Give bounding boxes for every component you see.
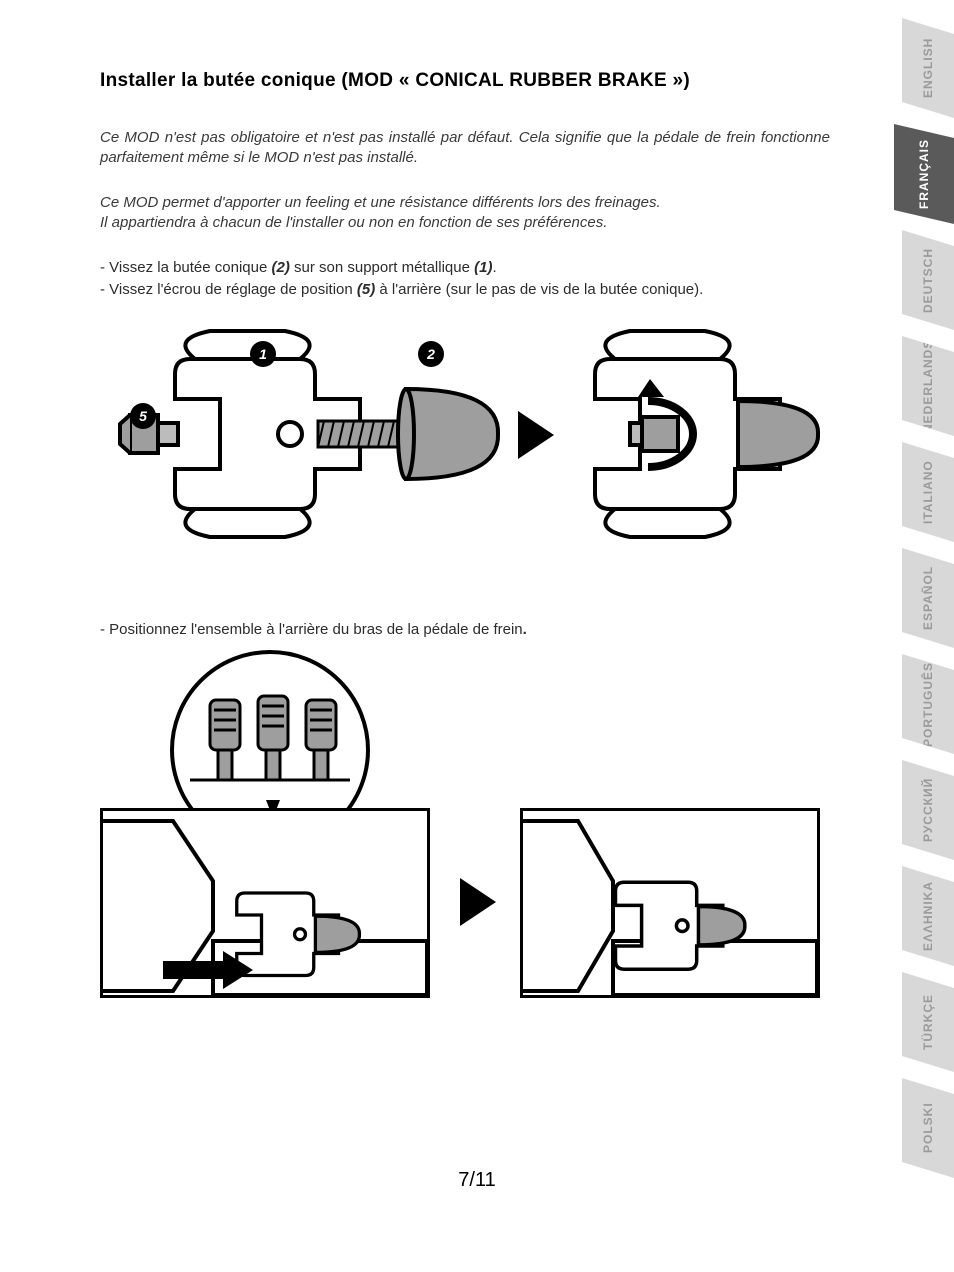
instruction-3: - Positionnez l'ensemble à l'arrière du … [100, 621, 523, 638]
paragraph-2-line-2: Il appartiendra à chacun de l'installer … [100, 214, 607, 231]
instruction-1: - Vissez la butée conique (2) sur son su… [100, 257, 830, 279]
page-content: Installer la butée conique (MOD « CONICA… [100, 70, 830, 1038]
instr2-suffix: à l'arrière (sur le pas de vis de la but… [375, 281, 703, 298]
lang-tab-nederlands[interactable]: NEDERLANDS [902, 336, 954, 436]
arrow-icon [518, 411, 554, 459]
paragraph-1: Ce MOD n'est pas obligatoire et n'est pa… [100, 128, 830, 169]
lang-tab-ελληνικα[interactable]: ΕΛΛΗΝΙΚΑ [902, 866, 954, 966]
instr1-ref-2: (2) [272, 259, 290, 276]
lang-tab-deutsch[interactable]: DEUTSCH [902, 230, 954, 330]
page-title: Installer la butée conique (MOD « CONICA… [100, 70, 830, 92]
figure-row-1: 5 1 2 [100, 319, 820, 559]
lang-tab-polski[interactable]: POLSKI [902, 1078, 954, 1178]
callout-1: 1 [250, 341, 276, 367]
lang-tab-français[interactable]: FRANÇAIS [894, 124, 954, 224]
diagram-1-left: 5 1 2 [100, 319, 510, 549]
instr1-prefix: - Vissez la butée conique [100, 259, 272, 276]
language-tabs: ENGLISHFRANÇAISDEUTSCHNEDERLANDSITALIANO… [902, 18, 954, 1178]
lang-tab-italiano[interactable]: ITALIANO [902, 442, 954, 542]
page-number: 7/11 [0, 1169, 954, 1192]
lang-tab-türkçe[interactable]: TÜRKÇE [902, 972, 954, 1072]
lang-tab-english[interactable]: ENGLISH [902, 18, 954, 118]
diagram-2-left [100, 808, 430, 998]
lang-tab-русский[interactable]: РУССКИЙ [902, 760, 954, 860]
instr2-ref-5: (5) [357, 281, 375, 298]
instr1-suffix: . [492, 259, 496, 276]
lang-tab-português[interactable]: PORTUGUÊS [902, 654, 954, 754]
instruction-block-1: - Vissez la butée conique (2) sur son su… [100, 257, 830, 301]
paragraph-2: Ce MOD permet d'apporter un feeling et u… [100, 193, 830, 234]
instruction-2: - Vissez l'écrou de réglage de position … [100, 279, 830, 301]
paragraph-2-line-1: Ce MOD permet d'apporter un feeling et u… [100, 194, 661, 211]
instr2-prefix: - Vissez l'écrou de réglage de position [100, 281, 357, 298]
callout-5: 5 [130, 403, 156, 429]
arrow-icon-2 [460, 878, 496, 926]
instruction-block-2: - Positionnez l'ensemble à l'arrière du … [100, 619, 830, 641]
instruction-3-period: . [523, 621, 527, 638]
instr1-mid: sur son support métallique [290, 259, 474, 276]
lang-tab-español[interactable]: ESPAÑOL [902, 548, 954, 648]
diagram-1-right [570, 319, 850, 549]
diagram-2-right [520, 808, 820, 998]
figure-row-2 [100, 658, 820, 998]
instr1-ref-1: (1) [474, 259, 492, 276]
callout-2: 2 [418, 341, 444, 367]
